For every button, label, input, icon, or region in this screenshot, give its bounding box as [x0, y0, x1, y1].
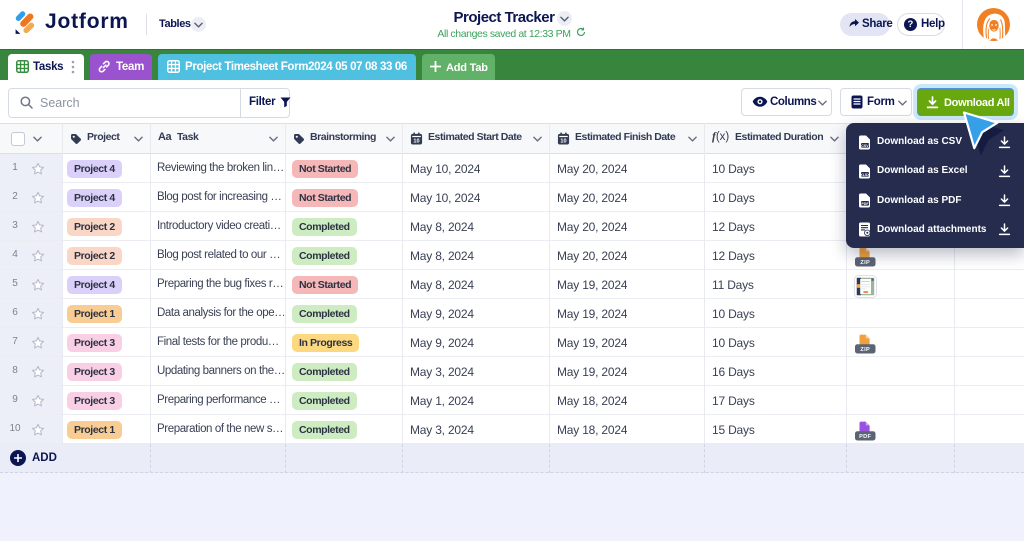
svg-text:ZIP: ZIP	[860, 347, 870, 353]
svg-text:PDF: PDF	[861, 202, 869, 206]
svg-text:PDF: PDF	[859, 434, 871, 440]
svg-text:XLSX: XLSX	[860, 173, 870, 177]
svg-text:10: 10	[413, 138, 419, 144]
svg-text:CSV: CSV	[861, 143, 869, 147]
svg-text:10: 10	[560, 138, 566, 144]
svg-text:ZIP: ZIP	[860, 260, 870, 266]
